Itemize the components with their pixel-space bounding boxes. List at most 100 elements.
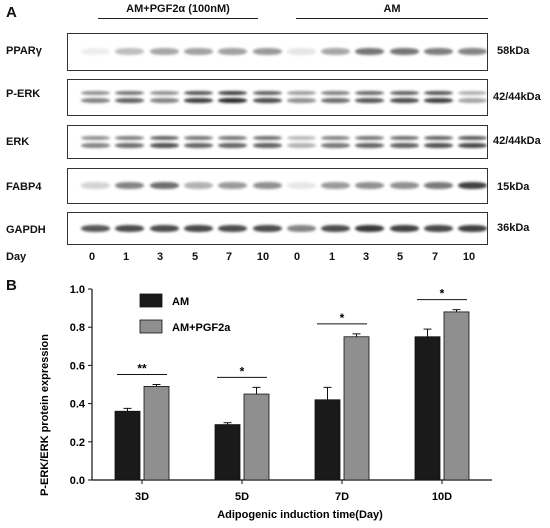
blot-band (286, 142, 316, 148)
blot-band (458, 142, 487, 148)
blot-band (149, 135, 179, 140)
blot-band (149, 90, 179, 95)
blot-band (252, 90, 282, 95)
group-line-am-pgf2a (98, 18, 258, 19)
blot-band (218, 142, 248, 148)
blot-band (424, 98, 453, 104)
blot-band (355, 135, 385, 140)
day-label: 7 (225, 251, 233, 263)
y-tick-label: 0.2 (70, 437, 85, 449)
x-tick-label: 3D (135, 491, 149, 503)
blot-band (81, 181, 110, 189)
bar-am (314, 399, 341, 481)
blot-band (355, 142, 385, 148)
bar-am-pgf2a (343, 336, 370, 481)
blot-band (458, 47, 487, 55)
blot-label-fabp4: FABP4 (6, 181, 42, 193)
blot-band (149, 98, 179, 104)
blot-band (458, 90, 487, 95)
blot-band (321, 90, 351, 95)
blot-band (424, 47, 453, 55)
blot-band (321, 224, 351, 232)
day-label: 3 (156, 251, 164, 263)
group-line-am (296, 18, 488, 19)
day-label: 3 (362, 251, 370, 263)
blot-band (149, 224, 179, 232)
blot-strip-fabp4 (67, 168, 488, 204)
blot-strip-ppar (67, 33, 488, 71)
blot-band (218, 181, 248, 189)
blot-label-gapdh: GAPDH (6, 224, 46, 236)
blot-band (286, 98, 316, 104)
blot-band (286, 135, 316, 140)
blot-band (218, 224, 248, 232)
blot-band (252, 224, 282, 232)
blot-band (218, 90, 248, 95)
bar-am (114, 410, 141, 481)
blot-band (389, 224, 419, 232)
blot-band (81, 135, 110, 140)
day-label: 1 (122, 251, 130, 263)
blot-strip-gapdh (67, 212, 488, 245)
blot-band (389, 142, 419, 148)
blot-band (355, 47, 385, 55)
blot-band (252, 142, 282, 148)
blot-label-ppar: PPARγ (6, 45, 42, 57)
blot-band (355, 181, 385, 189)
blot-band (286, 90, 316, 95)
blot-band (389, 98, 419, 104)
significance-marker: * (240, 364, 245, 378)
bar-am (414, 336, 441, 481)
blot-band (424, 90, 453, 95)
bar-am-pgf2a (443, 311, 470, 481)
panel-a-letter: A (6, 4, 17, 21)
blot-band (458, 181, 487, 189)
blot-strip-erk (67, 125, 488, 159)
legend-swatch (139, 319, 163, 334)
x-tick-label: 10D (432, 491, 452, 503)
x-tick-label: 7D (335, 491, 349, 503)
blot-band (252, 135, 282, 140)
blot-band (252, 98, 282, 104)
blot-band (389, 47, 419, 55)
panel-b-letter: B (6, 277, 17, 294)
blot-band (149, 47, 179, 55)
blot-band (321, 181, 351, 189)
blot-size-ppar: 58kDa (497, 45, 530, 57)
bar-am-pgf2a (243, 393, 270, 481)
x-tick-label: 5D (235, 491, 249, 503)
significance-marker: * (340, 311, 345, 325)
significance-marker: ** (137, 362, 147, 376)
blot-band (115, 47, 145, 55)
blot-band (252, 47, 282, 55)
blot-band (321, 98, 351, 104)
blot-band (424, 224, 453, 232)
blot-band (183, 47, 213, 55)
significance-marker: * (440, 287, 445, 301)
y-tick-label: 0.6 (70, 360, 85, 372)
legend-label: AM (172, 296, 189, 308)
blot-band (389, 181, 419, 189)
blot-band (424, 135, 453, 140)
blot-band (149, 142, 179, 148)
blot-band (286, 224, 316, 232)
blot-size-p-erk: 42/44kDa (493, 91, 541, 103)
day-label: 7 (431, 251, 439, 263)
legend-label: AM+PGF2a (172, 322, 231, 334)
blot-band (115, 90, 145, 95)
blot-band (115, 142, 145, 148)
day-label: 0 (88, 251, 96, 263)
blot-band (81, 47, 110, 55)
blot-band (389, 90, 419, 95)
bar-am-pgf2a (143, 386, 170, 481)
blot-label-erk: ERK (6, 136, 30, 148)
blot-band (424, 142, 453, 148)
blot-band (81, 90, 110, 95)
day-label: 5 (191, 251, 199, 263)
blot-band (81, 98, 110, 104)
blot-band (355, 90, 385, 95)
blot-band (458, 224, 487, 232)
day-label: 10 (462, 251, 476, 263)
blot-band (218, 98, 248, 104)
blot-band (286, 47, 316, 55)
